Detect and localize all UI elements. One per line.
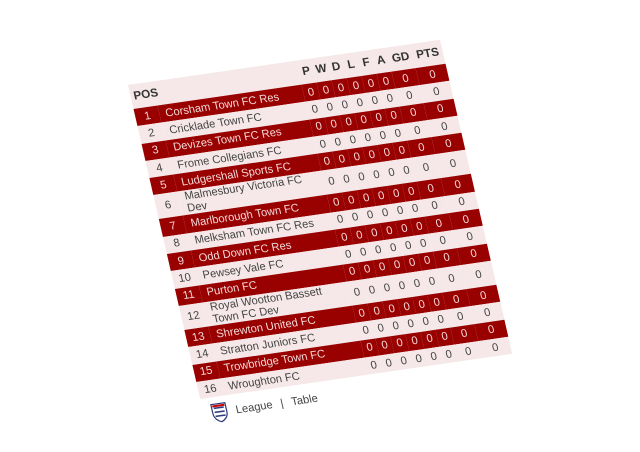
table-footer: League | Table xyxy=(210,360,519,424)
footer-separator: | xyxy=(279,397,285,411)
stat-pts: 0 xyxy=(490,340,500,354)
fa-crest-icon xyxy=(210,402,228,423)
table-link[interactable]: Table xyxy=(290,392,320,409)
league-table-widget: POS P W D L F A GD PTS 1 Corsham Town FC … xyxy=(128,39,519,425)
league-link[interactable]: League xyxy=(234,399,275,417)
league-table: POS P W D L F A GD PTS 1 Corsham Town FC … xyxy=(128,39,513,400)
